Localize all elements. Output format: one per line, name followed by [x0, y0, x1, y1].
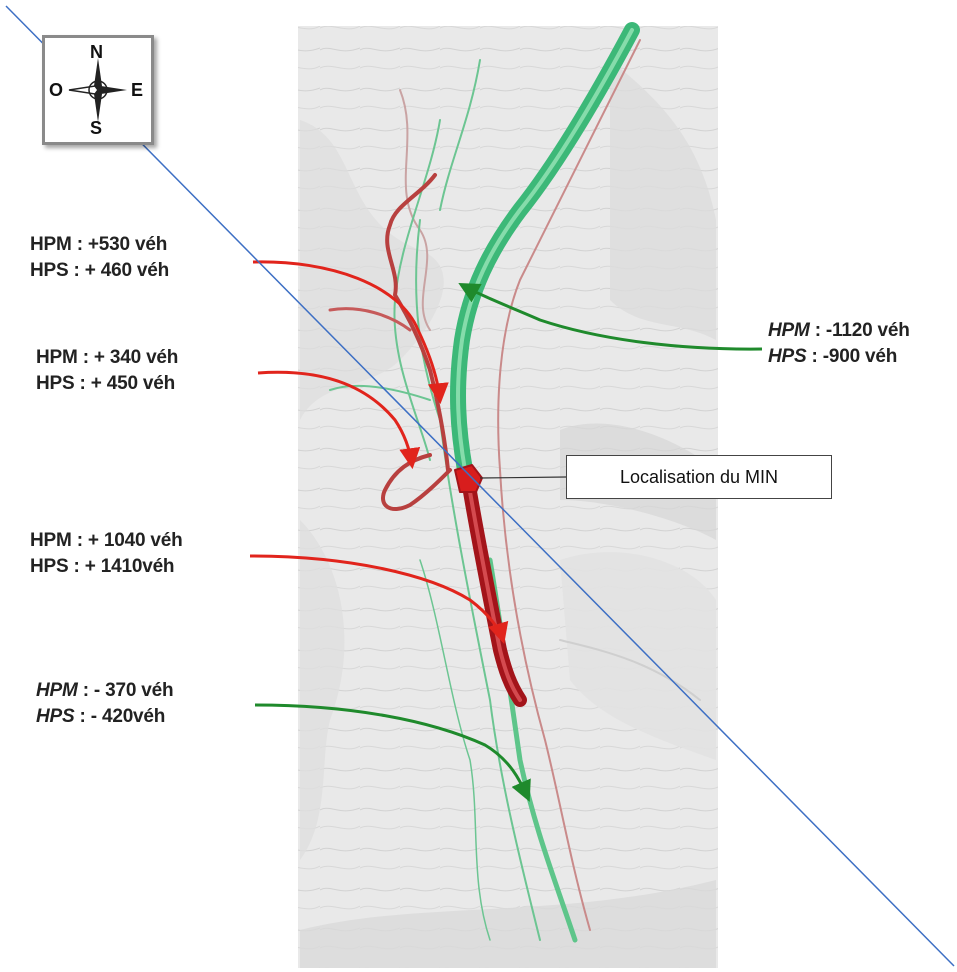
- flow-arrow-north-west-upper: [252, 260, 449, 405]
- hps-value: : -900 véh: [806, 346, 898, 367]
- hpm-key: HPM: [36, 680, 78, 701]
- hpm-value: : +530 véh: [71, 234, 168, 255]
- min-location-callout: Localisation du MIN: [566, 455, 832, 499]
- compass-star-icon: [68, 58, 127, 122]
- callout-leader-line: [479, 476, 567, 479]
- compass-rose: N S E O: [42, 35, 154, 145]
- flow-label-north-west-lower: HPM : + 340 véh HPS : + 450 véh: [36, 345, 178, 397]
- hpm-value: : - 370 véh: [77, 680, 174, 701]
- flow-arrow-north-west-lower: [257, 370, 421, 470]
- flow-arrows: [249, 260, 763, 802]
- compass-north: N: [90, 42, 103, 62]
- flow-arrow-east: [458, 282, 763, 351]
- hps-key: HPS: [36, 373, 75, 394]
- hpm-key: HPM: [768, 320, 810, 341]
- hps-key: HPS: [768, 346, 807, 367]
- hpm-value: : -1120 véh: [809, 320, 910, 341]
- hps-key: HPS: [30, 556, 69, 577]
- flow-arrow-south-west-upper: [249, 554, 509, 645]
- hpm-value: : + 340 véh: [77, 347, 179, 368]
- flow-label-north-west-upper: HPM : +530 véh HPS : + 460 véh: [30, 232, 169, 284]
- hpm-key: HPM: [30, 530, 72, 551]
- hpm-key: HPM: [36, 347, 78, 368]
- flow-label-south-west-upper: HPM : + 1040 véh HPS : + 1410véh: [30, 528, 183, 580]
- compass-east: E: [131, 80, 144, 100]
- flow-label-south-west-lower: HPM : - 370 véh HPS : - 420véh: [36, 678, 174, 730]
- diagonal-line: [5, 5, 955, 967]
- hpm-key: HPM: [30, 234, 72, 255]
- hps-value: : - 420véh: [74, 706, 166, 727]
- hps-value: : + 460 véh: [68, 260, 170, 281]
- compass-south: S: [90, 118, 103, 138]
- hps-value: : + 450 véh: [74, 373, 176, 394]
- hpm-value: : + 1040 véh: [71, 530, 183, 551]
- flow-label-east: HPM : -1120 véh HPS : -900 véh: [768, 318, 910, 370]
- hps-key: HPS: [30, 260, 69, 281]
- compass-west: O: [49, 80, 64, 100]
- hps-key: HPS: [36, 706, 75, 727]
- hps-value: : + 1410véh: [68, 556, 175, 577]
- flow-arrow-south-west-lower: [254, 703, 531, 802]
